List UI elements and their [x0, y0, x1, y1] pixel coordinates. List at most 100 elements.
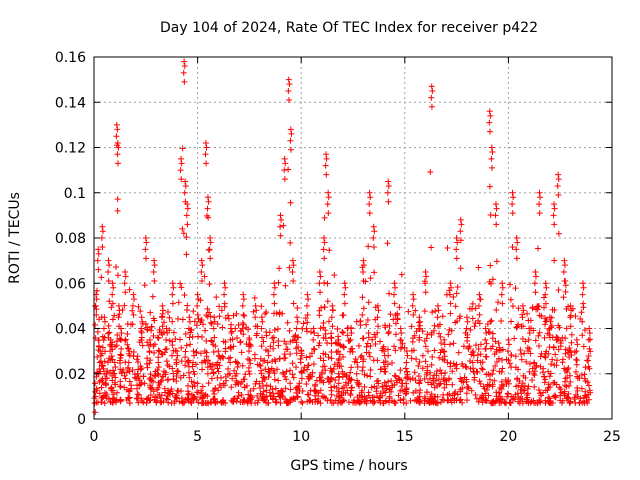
- data-point: [476, 378, 483, 385]
- data-point: [142, 246, 149, 253]
- data-point: [188, 378, 195, 385]
- data-point: [105, 330, 112, 337]
- data-point: [241, 384, 248, 391]
- data-point: [285, 76, 292, 83]
- data-point: [102, 392, 109, 399]
- data-point: [96, 359, 103, 366]
- data-point: [509, 210, 516, 217]
- data-point: [579, 280, 586, 287]
- data-point: [522, 338, 529, 345]
- data-point: [325, 210, 332, 217]
- data-point: [99, 244, 106, 251]
- data-point: [359, 311, 366, 318]
- data-point: [319, 371, 326, 378]
- data-point: [278, 216, 285, 223]
- data-point: [184, 201, 191, 208]
- data-point: [198, 257, 205, 264]
- data-point: [97, 368, 104, 375]
- data-point: [311, 330, 318, 337]
- data-point: [505, 357, 512, 364]
- data-point: [486, 108, 493, 115]
- data-point: [116, 307, 123, 314]
- data-point: [354, 377, 361, 384]
- data-point: [150, 378, 157, 385]
- data-point: [432, 393, 439, 400]
- data-point: [486, 119, 493, 126]
- data-point: [289, 337, 296, 344]
- data-point: [294, 314, 301, 321]
- data-point: [521, 382, 528, 389]
- data-point: [566, 382, 573, 389]
- data-point: [174, 352, 181, 359]
- data-point: [205, 247, 212, 254]
- data-point: [381, 363, 388, 370]
- data-point: [162, 369, 169, 376]
- data-point: [122, 337, 129, 344]
- data-point: [339, 328, 346, 335]
- data-point: [533, 362, 540, 369]
- data-point: [585, 353, 592, 360]
- data-point: [572, 391, 579, 398]
- data-point: [304, 311, 311, 318]
- data-point: [367, 367, 374, 374]
- data-point: [193, 348, 200, 355]
- data-point: [529, 305, 536, 312]
- data-point: [326, 247, 333, 254]
- data-point: [251, 294, 258, 301]
- data-point: [155, 359, 162, 366]
- data-point: [562, 282, 569, 289]
- data-point: [239, 362, 246, 369]
- data-point: [542, 291, 549, 298]
- data-point: [373, 385, 380, 392]
- data-point: [123, 386, 130, 393]
- data-point: [578, 385, 585, 392]
- data-point: [340, 312, 347, 319]
- data-point: [331, 361, 338, 368]
- data-point: [364, 340, 371, 347]
- data-point: [435, 307, 442, 314]
- data-point: [514, 239, 521, 246]
- data-point: [540, 294, 547, 301]
- data-point: [113, 264, 120, 271]
- data-point: [226, 370, 233, 377]
- data-point: [181, 63, 188, 70]
- data-point: [214, 365, 221, 372]
- data-point: [585, 336, 592, 343]
- data-point: [513, 246, 520, 253]
- data-point: [367, 343, 374, 350]
- data-point: [411, 369, 418, 376]
- data-point: [437, 333, 444, 340]
- data-point: [254, 361, 261, 368]
- data-point: [257, 363, 264, 370]
- data-point: [184, 382, 191, 389]
- data-point: [233, 370, 240, 377]
- x-tick-label: 20: [499, 429, 517, 445]
- data-point: [430, 399, 437, 406]
- data-point: [187, 341, 194, 348]
- data-point: [198, 359, 205, 366]
- data-point: [258, 325, 265, 332]
- data-point: [301, 364, 308, 371]
- data-point: [491, 377, 498, 384]
- data-point: [477, 341, 484, 348]
- data-point: [451, 390, 458, 397]
- data-point: [252, 302, 259, 309]
- data-point: [454, 283, 461, 290]
- data-point: [257, 390, 264, 397]
- data-point: [175, 388, 182, 395]
- data-point: [137, 308, 144, 315]
- data-point: [477, 359, 484, 366]
- data-point: [371, 269, 378, 276]
- data-point: [100, 337, 107, 344]
- data-point: [423, 335, 430, 342]
- data-point: [290, 300, 297, 307]
- data-point: [347, 336, 354, 343]
- data-point: [227, 336, 234, 343]
- data-point: [317, 289, 324, 296]
- data-point: [238, 349, 245, 356]
- data-point: [494, 299, 501, 306]
- data-point: [536, 329, 543, 336]
- data-point: [126, 368, 133, 375]
- data-point: [380, 359, 387, 366]
- data-point: [509, 201, 516, 208]
